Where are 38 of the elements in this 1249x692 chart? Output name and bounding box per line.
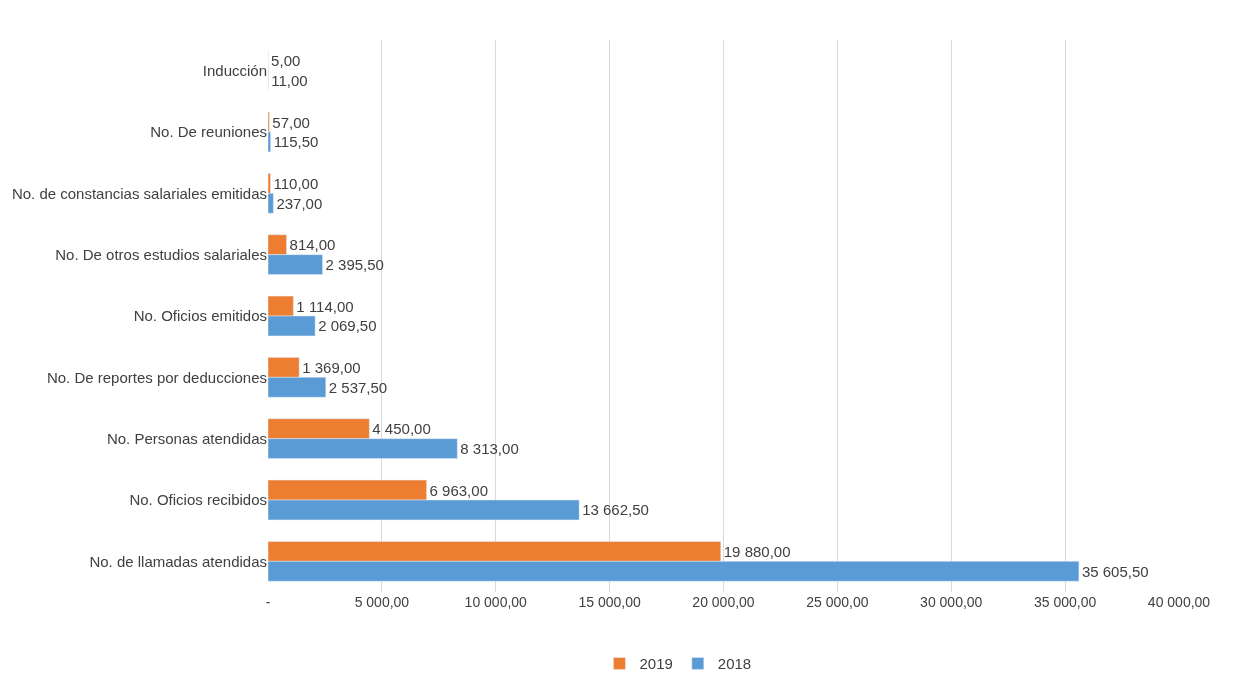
y-tick-label: No. De reportes por deducciones — [46, 368, 267, 386]
x-tick-label: - — [265, 594, 271, 610]
data-label: 19 880,00 — [723, 542, 791, 560]
x-tick-label: 30 000,00 — [920, 594, 983, 610]
x-tick-label: 5 000,00 — [354, 594, 410, 610]
x-tick-label: 15 000,00 — [578, 594, 641, 610]
x-tick-label: 40 000,00 — [1147, 594, 1211, 610]
data-label: 2 395,50 — [325, 256, 384, 274]
data-label: 5,00 — [271, 52, 301, 70]
data-label: 11,00 — [271, 72, 308, 90]
data-label: 1 369,00 — [302, 358, 361, 376]
data-label: 115,50 — [273, 133, 319, 151]
data-label: 237,00 — [276, 194, 323, 212]
data-label: 110,00 — [273, 174, 319, 192]
y-tick-label: No. Oficios emitidos — [133, 307, 267, 325]
data-label: 13 662,50 — [582, 501, 649, 519]
data-label: 57,00 — [272, 113, 310, 131]
x-tick-label: 20 000,00 — [692, 594, 755, 610]
y-tick-label: No. De reuniones — [150, 123, 267, 141]
legend-label: 2018 — [717, 655, 752, 673]
y-tick-label: No. de llamadas atendidas — [89, 552, 267, 570]
data-label: 2 537,50 — [328, 378, 388, 396]
data-label: 814,00 — [289, 236, 336, 254]
legend-label: 2019 — [639, 655, 673, 673]
y-tick-label: No. de constancias salariales emitidas — [11, 184, 267, 202]
x-tick-label: 25 000,00 — [806, 594, 869, 610]
data-label: 8 313,00 — [460, 440, 519, 458]
data-label: 4 450,00 — [372, 420, 431, 438]
x-tick-label: 35 000,00 — [1033, 594, 1097, 610]
data-label: 1 114,00 — [296, 297, 354, 315]
y-tick-label: No. De otros estudios salariales — [55, 245, 267, 263]
x-tick-label: 10 000,00 — [464, 594, 528, 610]
data-label: 35 605,50 — [1081, 562, 1149, 580]
data-label: 6 963,00 — [429, 481, 488, 499]
y-tick-label: No. Personas atendidas — [106, 429, 267, 447]
data-label: 2 069,50 — [318, 317, 377, 335]
y-tick-label: Inducción — [202, 61, 267, 79]
y-tick-label: No. Oficios recibidos — [129, 491, 267, 509]
